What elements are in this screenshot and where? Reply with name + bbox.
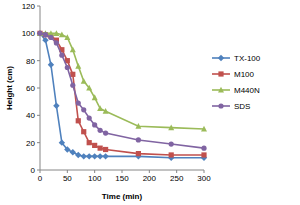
series-marker [54,40,59,45]
x-tick-label: 100 [88,174,102,183]
series-marker [43,32,48,37]
y-tick-label: 20 [26,139,35,148]
y-tick [37,142,40,143]
chart-svg: 0 20 40 60 80 100 120 0 50 100 150 200 250 300 Time (m… [0,0,300,205]
legend-label: M100 [234,70,255,79]
x-tick [176,170,177,173]
series-marker [103,131,108,136]
series-line [40,33,204,157]
series-marker [70,47,76,53]
series-marker [53,103,59,109]
x-tick-label: 150 [115,174,129,183]
series-marker [98,146,103,151]
series-marker [136,137,141,142]
series-marker [81,78,87,84]
x-tick-label: 200 [143,174,157,183]
series-line [40,33,204,155]
legend-label: M440N [234,86,260,95]
series-marker [92,122,97,127]
series-marker [64,146,70,152]
x-tick-label: 50 [63,174,72,183]
series-marker [75,152,81,158]
series-marker [81,153,87,159]
series-marker [86,85,92,91]
y-tick-label: 40 [26,111,35,120]
plot-area [37,30,207,161]
series-marker [87,140,92,145]
series-marker [43,32,48,37]
series-marker [136,151,141,156]
series-line [40,33,204,129]
series-marker [201,152,206,157]
series-marker [48,62,54,68]
legend-label: SDS [234,102,250,111]
y-axis-label: Height (cm) [5,66,14,110]
series-marker [37,31,42,36]
series-marker [168,124,174,130]
series-marker [135,123,141,129]
legend-marker [218,55,224,61]
series-marker [97,105,103,111]
series-marker [87,115,92,120]
x-tick-label: 300 [197,174,211,183]
x-tick [40,170,41,173]
series-marker [169,152,174,157]
legend-marker [218,103,223,108]
series-marker [201,126,207,132]
series-marker [64,34,70,40]
y-tick-label: 0 [31,166,36,175]
series-marker [98,128,103,133]
x-tick [122,170,123,173]
series-marker [37,30,43,36]
x-tick-label: 0 [38,174,43,183]
y-tick [37,60,40,61]
x-axis-label: Time (min) [102,192,143,201]
series-marker [70,149,76,155]
series-marker [48,35,53,40]
x-tick [67,170,68,173]
x-tick-label: 250 [170,174,184,183]
series-marker [201,146,206,151]
series-marker [86,153,92,159]
series-marker [92,143,97,148]
series-marker [92,94,98,100]
series-marker [103,108,109,114]
y-tick-label: 60 [26,84,35,93]
series-marker [59,139,65,145]
legend-marker [218,87,224,93]
legend-marker [218,71,223,76]
series-marker [65,65,70,70]
y-tick-label: 80 [26,57,35,66]
series-marker [81,107,86,112]
y-tick [37,115,40,116]
series-marker [75,63,81,69]
legend: TX-100 M100 M440N SDS [212,54,261,111]
series-marker [53,30,59,36]
series-marker [76,118,81,123]
y-tick-label: 100 [22,29,36,38]
series-marker [103,147,108,152]
series-marker [97,153,103,159]
series-marker [59,53,64,58]
series-marker [42,37,48,43]
series-marker [70,72,75,77]
y-tick [37,88,40,89]
series-line [40,33,204,148]
y-tick-label: 120 [22,2,36,11]
series-marker [37,30,43,36]
series-marker [169,141,174,146]
series-marker [76,100,81,105]
x-tick [204,170,205,173]
y-tick [37,6,40,7]
series-marker [91,153,97,159]
series-marker [37,31,42,36]
series-marker [81,129,86,134]
x-tick [94,170,95,173]
x-tick [149,170,150,173]
legend-label: TX-100 [234,54,261,63]
chart-root: 0 20 40 60 80 100 120 0 50 100 150 200 250 300 Time (m… [0,0,300,205]
series-marker [70,83,75,88]
series-marker [59,32,65,38]
series-marker [102,153,108,159]
